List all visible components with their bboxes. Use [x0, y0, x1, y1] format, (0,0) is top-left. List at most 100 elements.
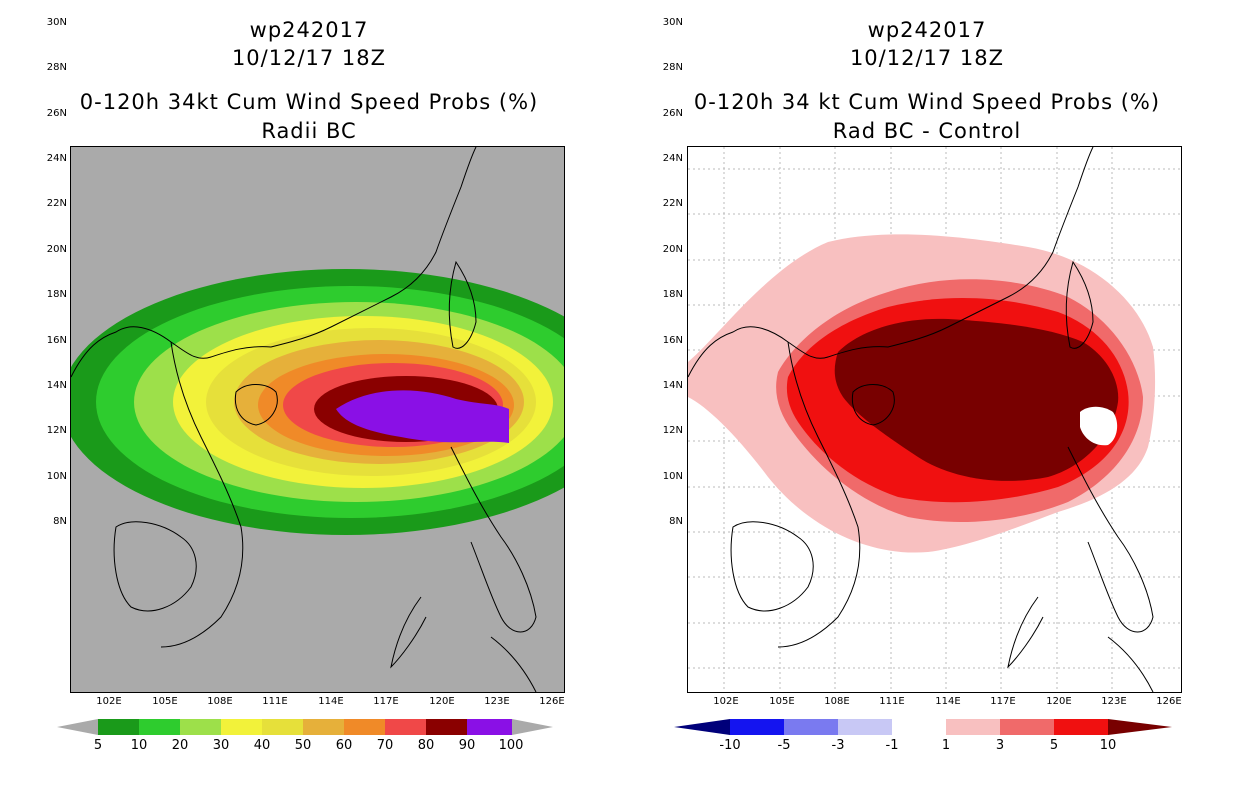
storm-id-title: wp242017	[867, 18, 987, 42]
lon-label: 108E	[207, 696, 233, 707]
right-panel: wp242017 10/12/17 18Z 0-120h 34 kt Cum W…	[618, 0, 1236, 800]
colorbar-label: -3	[831, 738, 845, 753]
lat-label: 12N	[46, 425, 67, 436]
lat-label: 18N	[662, 289, 683, 300]
lon-label: 105E	[769, 696, 795, 707]
colorbar-swatch	[1054, 719, 1108, 735]
lat-label: 26N	[46, 108, 67, 119]
colorbar-label: 60	[335, 738, 353, 753]
lat-label: 12N	[662, 425, 683, 436]
contour-10	[834, 318, 1119, 481]
colorbar	[57, 719, 553, 735]
colorbar-swatch	[139, 719, 180, 735]
left-panel: wp242017 10/12/17 18Z 0-120h 34kt Cum Wi…	[46, 17, 565, 753]
product-title: 0-120h 34 kt Cum Wind Speed Probs (%)	[693, 90, 1161, 114]
colorbar-swatch	[892, 719, 946, 735]
colorbar-swatch	[1000, 719, 1054, 735]
storm-id-title: wp242017	[249, 18, 369, 42]
difference-map	[687, 146, 1182, 693]
colorbar-swatch	[180, 719, 221, 735]
colorbar-swatch	[98, 719, 139, 735]
lat-label: 16N	[662, 335, 683, 346]
colorbar-label: 5	[1049, 738, 1059, 753]
lat-label: 24N	[662, 153, 683, 164]
lat-label: 20N	[46, 244, 67, 255]
colorbar-swatch	[946, 719, 1000, 735]
lat-label: 8N	[53, 516, 67, 527]
colorbar-label: 20	[171, 738, 189, 753]
lon-label: 120E	[429, 696, 455, 707]
wind-prob-contours	[71, 269, 564, 535]
lat-label: 28N	[46, 62, 67, 73]
lon-label: 120E	[1046, 696, 1072, 707]
probability-map-svg	[71, 147, 564, 692]
colorbar-swatch	[838, 719, 892, 735]
lat-label: 30N	[46, 17, 67, 28]
lon-label: 102E	[96, 696, 122, 707]
colorbar-high-arrow	[1108, 719, 1172, 735]
colorbar-low-arrow	[57, 719, 98, 735]
lon-label: 102E	[713, 696, 739, 707]
lon-label: 111E	[879, 696, 905, 707]
lat-label: 14N	[662, 380, 683, 391]
coastlines	[71, 147, 537, 692]
product-subtitle: Radii BC	[261, 119, 357, 143]
lat-label: 30N	[662, 17, 683, 28]
lat-label: 24N	[46, 153, 67, 164]
colorbar-swatch	[262, 719, 303, 735]
colorbar-label: 70	[376, 738, 394, 753]
lon-label: 117E	[990, 696, 1016, 707]
lon-label: 108E	[824, 696, 850, 707]
colorbar-svg	[57, 719, 553, 735]
lon-label: 117E	[373, 696, 399, 707]
colorbar-svg	[674, 719, 1172, 735]
probability-map	[70, 146, 565, 693]
colorbar-label: 1	[941, 738, 951, 753]
colorbar-low-arrow	[674, 719, 730, 735]
lon-label: 114E	[318, 696, 344, 707]
lat-label: 28N	[662, 62, 683, 73]
colorbar-swatch	[784, 719, 838, 735]
colorbar-swatch	[385, 719, 426, 735]
lat-label: 8N	[669, 516, 683, 527]
difference-map-svg	[688, 147, 1181, 692]
colorbar	[674, 719, 1172, 735]
colorbar-label: 80	[417, 738, 435, 753]
colorbar-swatch	[426, 719, 467, 735]
colorbar-swatch	[344, 719, 385, 735]
colorbar-label: 50	[294, 738, 312, 753]
difference-contours	[688, 234, 1156, 553]
colorbar-label: -5	[777, 738, 791, 753]
lon-label: 126E	[1156, 696, 1182, 707]
colorbar-label: 10	[130, 738, 148, 753]
contour-neg1	[1080, 406, 1118, 446]
colorbar-label: -10	[719, 738, 741, 753]
lon-label: 111E	[262, 696, 288, 707]
colorbar-label: 100	[498, 738, 524, 753]
lat-label: 22N	[662, 198, 683, 209]
lat-label: 10N	[662, 471, 683, 482]
colorbar-label: 40	[253, 738, 271, 753]
colorbar-label: 3	[995, 738, 1005, 753]
lon-label: 126E	[539, 696, 565, 707]
lon-label: 123E	[484, 696, 510, 707]
coastlines	[688, 147, 1154, 692]
colorbar-swatch	[303, 719, 344, 735]
colorbar-swatch	[221, 719, 262, 735]
datetime-title: 10/12/17 18Z	[849, 46, 1005, 70]
contour-90	[336, 390, 509, 443]
colorbar-label: 10	[1099, 738, 1117, 753]
lon-label: 105E	[152, 696, 178, 707]
colorbar-label: 30	[212, 738, 230, 753]
colorbar-label: 90	[458, 738, 476, 753]
lon-label: 114E	[935, 696, 961, 707]
colorbar-label: -1	[885, 738, 899, 753]
colorbar-label: 5	[93, 738, 103, 753]
lat-label: 26N	[662, 108, 683, 119]
colorbar-swatch	[467, 719, 512, 735]
lat-label: 14N	[46, 380, 67, 391]
datetime-title: 10/12/17 18Z	[231, 46, 387, 70]
lat-label: 10N	[46, 471, 67, 482]
lat-label: 20N	[662, 244, 683, 255]
product-subtitle: Rad BC - Control	[832, 119, 1022, 143]
